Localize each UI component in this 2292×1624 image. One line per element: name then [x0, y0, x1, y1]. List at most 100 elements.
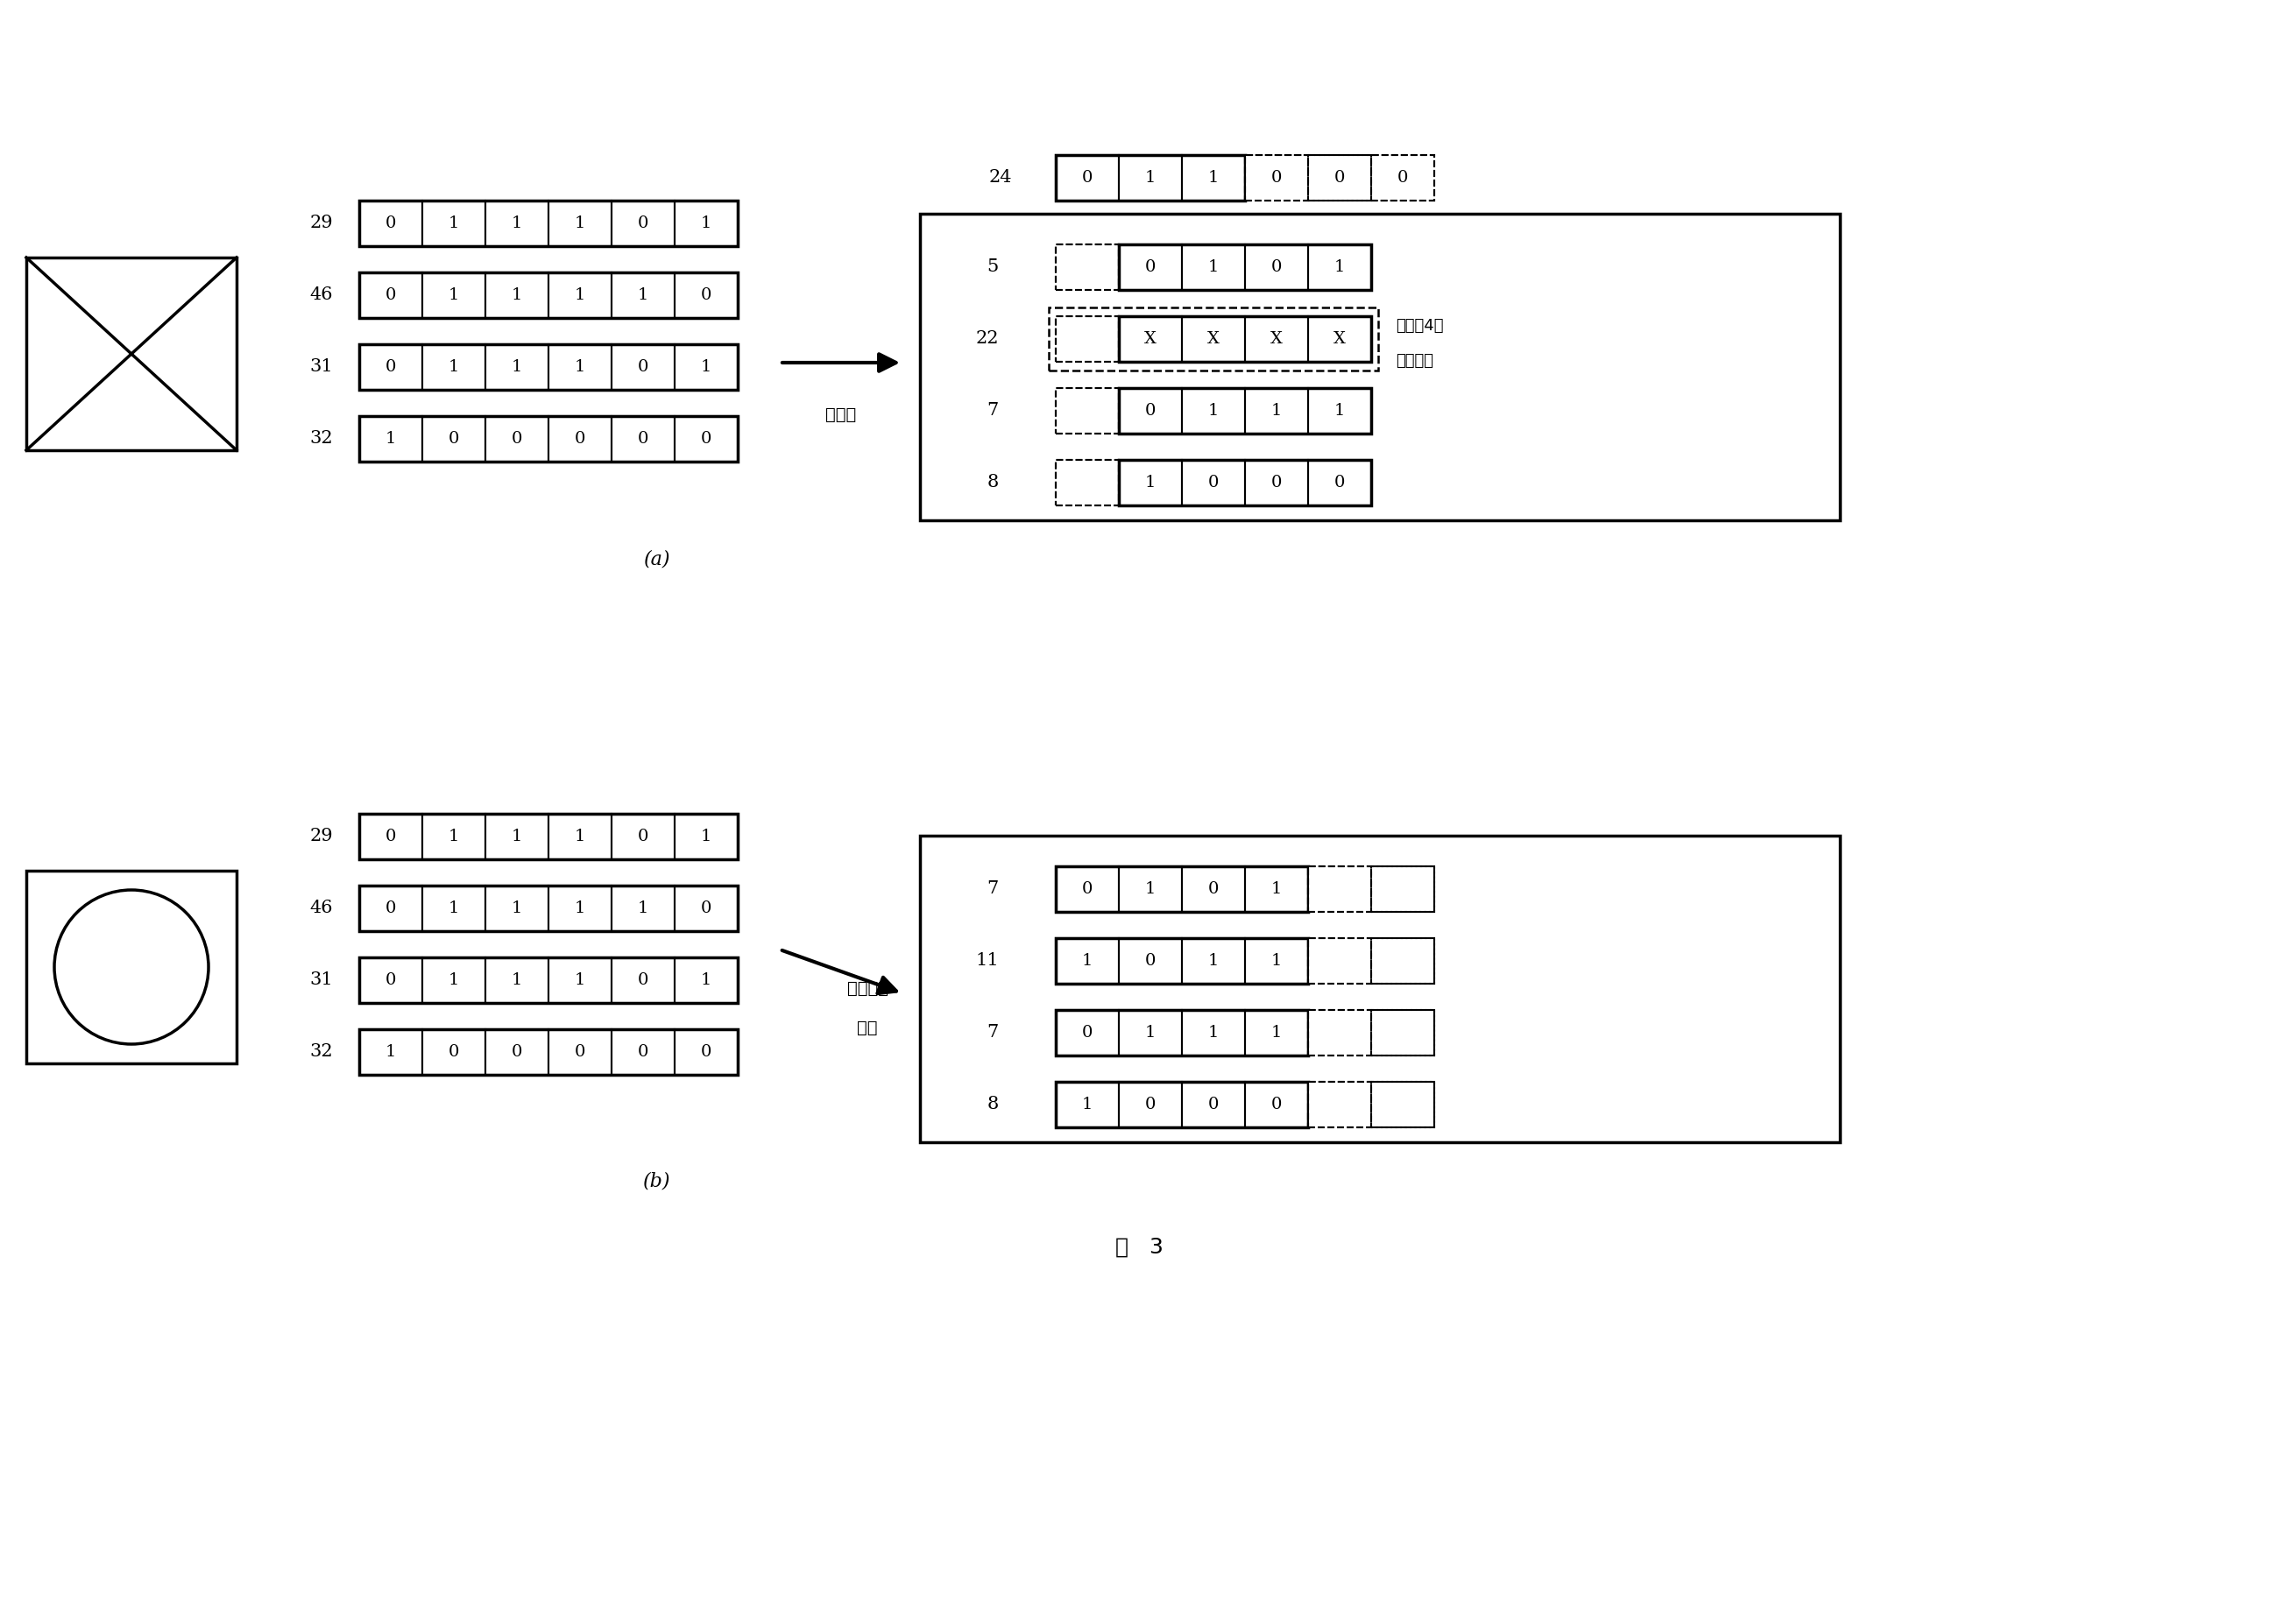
Bar — [1057, 460, 1118, 505]
Text: 1: 1 — [1272, 953, 1281, 970]
Bar — [1057, 317, 1118, 362]
Text: 31: 31 — [309, 359, 332, 375]
Bar — [1245, 244, 1309, 291]
Bar — [1057, 388, 1118, 434]
Text: 29: 29 — [309, 828, 332, 844]
Bar — [1057, 244, 1118, 291]
Bar — [1183, 388, 1245, 434]
Text: 1: 1 — [701, 973, 711, 987]
Bar — [1118, 460, 1371, 505]
Bar — [1309, 1010, 1371, 1056]
Text: 0: 0 — [1146, 260, 1155, 274]
Bar — [1057, 388, 1118, 434]
Bar — [612, 885, 674, 931]
Text: 0: 0 — [637, 430, 649, 447]
Text: 0: 0 — [701, 287, 711, 304]
Text: 24: 24 — [988, 169, 1013, 187]
Bar — [486, 344, 548, 390]
Text: 1: 1 — [511, 828, 523, 844]
Text: 1: 1 — [1146, 474, 1155, 490]
Text: 0: 0 — [511, 1044, 523, 1060]
Bar — [919, 214, 1840, 520]
Bar — [1118, 939, 1183, 984]
Bar — [1245, 388, 1309, 434]
Bar — [422, 201, 486, 247]
Bar — [1183, 154, 1245, 201]
Text: 块编码: 块编码 — [825, 406, 857, 424]
Bar — [612, 1030, 674, 1075]
Text: 0: 0 — [385, 287, 397, 304]
Bar — [1371, 1010, 1435, 1056]
Bar — [360, 344, 738, 390]
Text: 0: 0 — [385, 900, 397, 916]
Bar — [1057, 244, 1118, 291]
Bar — [360, 273, 422, 318]
Text: 1: 1 — [701, 359, 711, 375]
Text: 1: 1 — [511, 900, 523, 916]
Bar — [1057, 939, 1309, 984]
Text: 22: 22 — [976, 331, 999, 348]
Bar — [1057, 866, 1309, 911]
Text: 1: 1 — [1334, 403, 1345, 419]
Bar — [1118, 1082, 1183, 1127]
Text: 0: 0 — [701, 900, 711, 916]
Bar — [486, 885, 548, 931]
Bar — [1118, 460, 1183, 505]
Bar — [1371, 866, 1435, 911]
Text: 1: 1 — [1208, 1025, 1219, 1041]
Text: 1: 1 — [449, 828, 458, 844]
Text: 0: 0 — [1208, 882, 1219, 896]
Bar — [548, 201, 612, 247]
Bar — [674, 344, 738, 390]
Bar — [1371, 1082, 1435, 1127]
Bar — [1309, 939, 1435, 984]
Bar — [25, 870, 236, 1064]
Bar — [1057, 939, 1118, 984]
Bar — [548, 344, 612, 390]
Text: 0: 0 — [1334, 474, 1345, 490]
Bar — [1309, 388, 1371, 434]
Text: 1: 1 — [637, 287, 649, 304]
Text: 0: 0 — [637, 359, 649, 375]
Text: 1: 1 — [385, 430, 397, 447]
Text: (b): (b) — [644, 1173, 672, 1192]
Bar — [1309, 1082, 1371, 1127]
Text: 1: 1 — [575, 359, 584, 375]
Text: 1: 1 — [1146, 882, 1155, 896]
Bar — [1309, 866, 1435, 911]
Bar — [422, 814, 486, 859]
Text: 0: 0 — [385, 973, 397, 987]
Text: 1: 1 — [637, 900, 649, 916]
Bar — [1057, 866, 1118, 911]
Text: 1: 1 — [1272, 882, 1281, 896]
Text: 1: 1 — [575, 973, 584, 987]
Text: 图   3: 图 3 — [1114, 1237, 1162, 1259]
Text: 0: 0 — [637, 973, 649, 987]
Bar — [1245, 939, 1309, 984]
Bar — [360, 958, 422, 1004]
Bar — [1057, 317, 1118, 362]
Bar — [1118, 244, 1183, 291]
Bar — [1245, 1010, 1309, 1056]
Text: 0: 0 — [449, 430, 458, 447]
Bar — [1245, 154, 1309, 201]
Bar — [1183, 866, 1245, 911]
Text: 1: 1 — [1208, 403, 1219, 419]
Bar — [1183, 317, 1245, 362]
Bar — [612, 958, 674, 1004]
Bar — [1057, 1082, 1309, 1127]
Text: 1: 1 — [511, 216, 523, 231]
Text: 0: 0 — [1398, 171, 1407, 185]
Bar — [1309, 939, 1371, 984]
Text: 0: 0 — [1272, 171, 1281, 185]
Text: 1: 1 — [575, 828, 584, 844]
Bar — [486, 958, 548, 1004]
Bar — [486, 416, 548, 461]
Text: 1: 1 — [1146, 171, 1155, 185]
Bar — [548, 416, 612, 461]
Text: 1: 1 — [511, 287, 523, 304]
Text: 5: 5 — [988, 258, 999, 276]
Text: 0: 0 — [1272, 260, 1281, 274]
Bar — [1371, 939, 1435, 984]
Bar — [1118, 388, 1371, 434]
